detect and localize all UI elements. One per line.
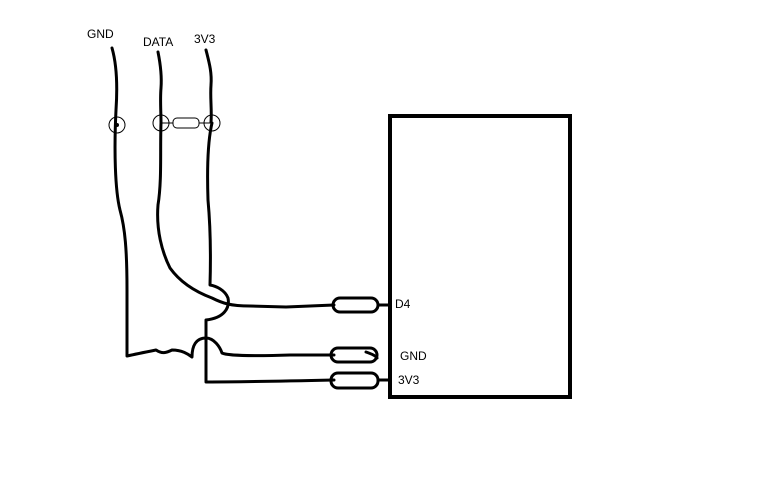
data-lead-yellow <box>156 50 163 124</box>
connector-3v3 <box>329 371 380 390</box>
gnd-wire <box>110 46 336 359</box>
data-wire <box>156 121 336 309</box>
label-data-wire: DATA <box>143 35 173 49</box>
pin-label-gnd: GND <box>400 349 427 363</box>
vcc-lead-red <box>204 48 213 124</box>
label-gnd-wire: GND <box>87 27 114 41</box>
pin-label-3v3: 3V3 <box>398 373 420 387</box>
microcontroller-board <box>388 114 572 399</box>
connector-gnd <box>329 346 379 364</box>
connector-gnd-tab <box>364 350 379 360</box>
vcc-wire <box>204 121 336 384</box>
label-3v3-wire: 3V3 <box>194 32 216 46</box>
pin-label-d4: D4 <box>395 297 411 311</box>
connector-d4 <box>331 296 380 314</box>
pullup-resistor <box>172 117 200 129</box>
